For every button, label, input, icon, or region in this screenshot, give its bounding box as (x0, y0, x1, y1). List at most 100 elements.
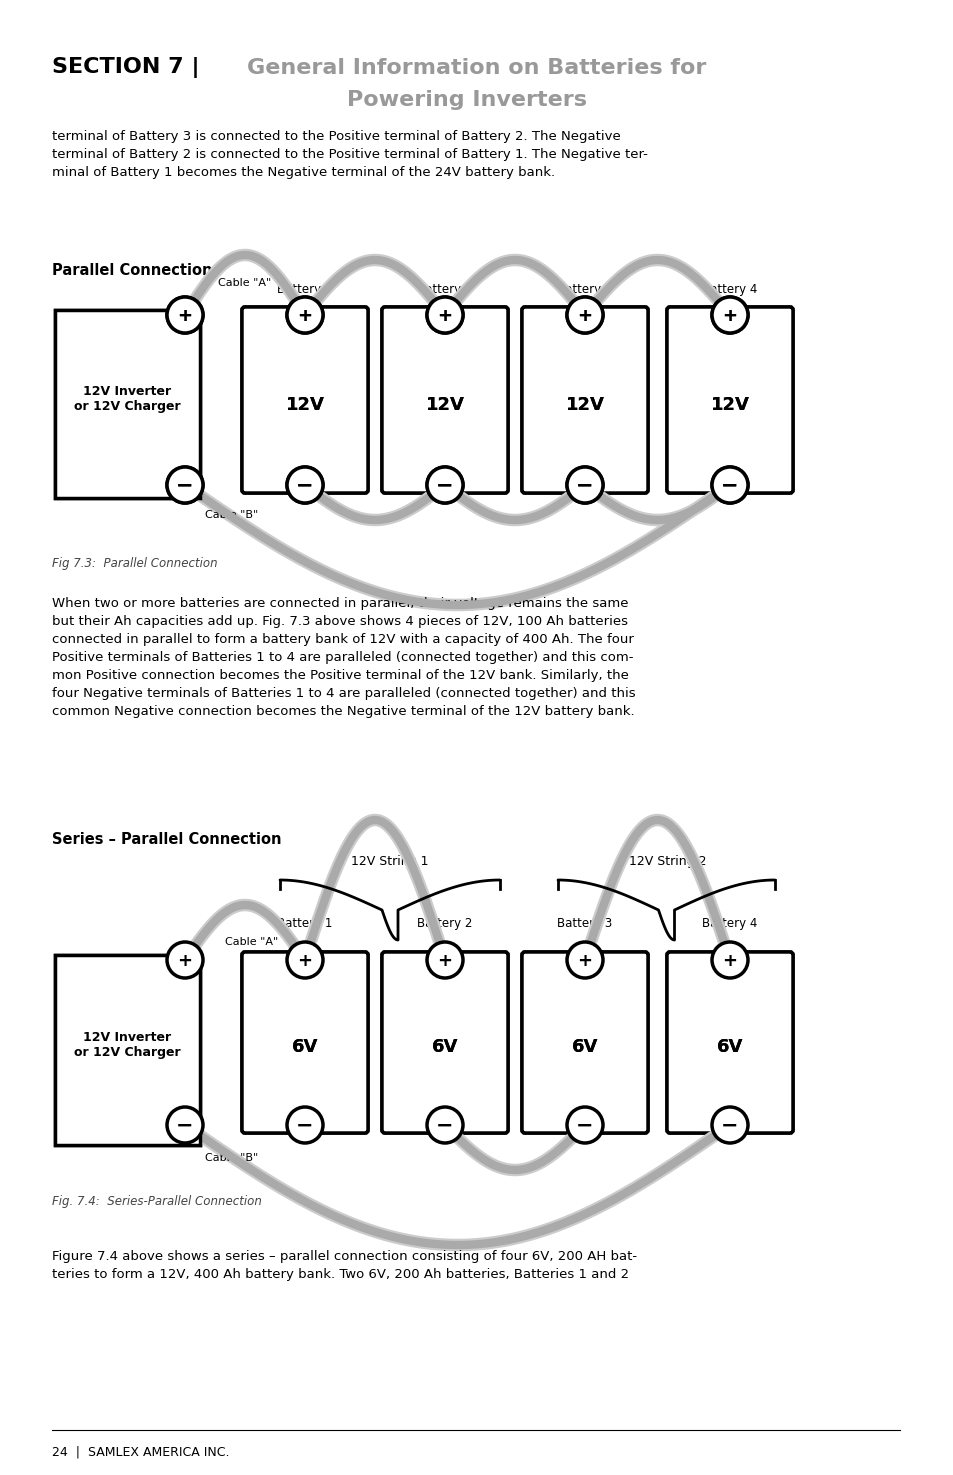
Text: −: − (436, 1117, 454, 1136)
Circle shape (427, 296, 462, 333)
Polygon shape (55, 954, 200, 1145)
Text: 6V: 6V (571, 1038, 598, 1056)
Text: +: + (437, 307, 452, 324)
Text: −: − (576, 1117, 593, 1136)
Text: 12V: 12V (565, 395, 604, 414)
Circle shape (287, 943, 323, 978)
Circle shape (287, 468, 323, 503)
Text: −: − (436, 476, 454, 496)
Text: General Information on Batteries for: General Information on Batteries for (247, 58, 705, 78)
Text: Battery 2: Battery 2 (416, 283, 472, 296)
Circle shape (167, 296, 203, 333)
Text: terminal of Battery 3 is connected to the Positive terminal of Battery 2. The Ne: terminal of Battery 3 is connected to th… (52, 130, 647, 178)
Text: 6V: 6V (716, 1038, 742, 1056)
Circle shape (566, 943, 602, 978)
Text: Cable "B": Cable "B" (205, 510, 258, 521)
Text: 12V: 12V (425, 395, 464, 414)
Text: +: + (297, 307, 313, 324)
Circle shape (711, 468, 747, 503)
Text: 12V: 12V (425, 395, 464, 414)
Circle shape (566, 296, 602, 333)
Circle shape (427, 468, 462, 503)
FancyBboxPatch shape (521, 307, 647, 493)
Text: +: + (577, 307, 592, 324)
Circle shape (566, 468, 602, 503)
Text: 12V Inverter
or 12V Charger: 12V Inverter or 12V Charger (74, 1031, 181, 1059)
FancyBboxPatch shape (666, 307, 792, 493)
Text: 12V: 12V (565, 395, 604, 414)
FancyBboxPatch shape (242, 951, 368, 1133)
Text: 12V: 12V (710, 395, 749, 414)
Text: 24  |  SAMLEX AMERICA INC.: 24 | SAMLEX AMERICA INC. (52, 1446, 230, 1459)
Text: Powering Inverters: Powering Inverters (347, 90, 586, 111)
Text: SECTION 7 |: SECTION 7 | (52, 58, 199, 78)
FancyBboxPatch shape (521, 951, 647, 1133)
FancyBboxPatch shape (666, 951, 792, 1133)
Text: 6V: 6V (432, 1038, 457, 1056)
Circle shape (566, 468, 602, 503)
Circle shape (287, 1108, 323, 1143)
Text: 6V: 6V (292, 1038, 318, 1056)
Circle shape (711, 943, 747, 978)
Circle shape (711, 296, 747, 333)
Text: 12V: 12V (285, 395, 324, 414)
Circle shape (566, 296, 602, 333)
Text: Battery 4: Battery 4 (701, 283, 757, 296)
Text: 12V String 1: 12V String 1 (351, 855, 428, 867)
FancyBboxPatch shape (381, 951, 507, 1133)
Text: Cable "A": Cable "A" (218, 277, 272, 288)
FancyBboxPatch shape (521, 951, 647, 1133)
Text: −: − (176, 476, 193, 496)
Text: +: + (721, 307, 737, 324)
Text: Series – Parallel Connection: Series – Parallel Connection (52, 832, 281, 847)
Circle shape (287, 468, 323, 503)
Text: 6V: 6V (432, 1038, 457, 1056)
Text: 6V: 6V (571, 1038, 598, 1056)
Text: 12V Inverter
or 12V Charger: 12V Inverter or 12V Charger (74, 385, 181, 413)
Circle shape (167, 296, 203, 333)
Text: Fig 7.3:  Parallel Connection: Fig 7.3: Parallel Connection (52, 558, 217, 569)
Text: 12V Inverter
or 12V Charger: 12V Inverter or 12V Charger (74, 1031, 181, 1059)
Text: −: − (176, 476, 193, 496)
Text: Battery 3: Battery 3 (557, 283, 612, 296)
Circle shape (167, 943, 203, 978)
Circle shape (566, 1108, 602, 1143)
Text: −: − (436, 476, 454, 496)
Text: Battery 4: Battery 4 (701, 917, 757, 931)
Text: Battery 1: Battery 1 (277, 283, 333, 296)
Text: −: − (720, 476, 738, 496)
Text: 12V Inverter
or 12V Charger: 12V Inverter or 12V Charger (74, 385, 181, 413)
Text: Cable "A": Cable "A" (225, 937, 278, 947)
Text: 6V: 6V (292, 1038, 318, 1056)
Text: −: − (296, 1117, 314, 1136)
Text: When two or more batteries are connected in parallel, their voltage remains the : When two or more batteries are connected… (52, 597, 635, 718)
Circle shape (711, 1108, 747, 1143)
Text: Cable "B": Cable "B" (205, 1153, 258, 1162)
Text: +: + (437, 951, 452, 971)
Text: +: + (437, 307, 452, 324)
Text: 6V: 6V (716, 1038, 742, 1056)
FancyBboxPatch shape (521, 307, 647, 493)
Text: +: + (577, 951, 592, 971)
Text: 12V: 12V (710, 395, 749, 414)
FancyBboxPatch shape (666, 951, 792, 1133)
Text: Parallel Connection: Parallel Connection (52, 263, 213, 277)
Polygon shape (55, 310, 200, 499)
Circle shape (167, 1108, 203, 1143)
Text: Figure 7.4 above shows a series – parallel connection consisting of four 6V, 200: Figure 7.4 above shows a series – parall… (52, 1249, 637, 1280)
Circle shape (427, 296, 462, 333)
Text: +: + (721, 951, 737, 971)
Circle shape (287, 296, 323, 333)
Circle shape (427, 1108, 462, 1143)
Text: +: + (177, 307, 193, 324)
FancyBboxPatch shape (242, 951, 368, 1133)
Text: −: − (720, 1117, 738, 1136)
Circle shape (427, 943, 462, 978)
Polygon shape (55, 310, 200, 499)
FancyBboxPatch shape (242, 307, 368, 493)
Text: +: + (297, 951, 313, 971)
FancyBboxPatch shape (666, 307, 792, 493)
Text: +: + (177, 307, 193, 324)
FancyBboxPatch shape (381, 951, 507, 1133)
Circle shape (167, 468, 203, 503)
